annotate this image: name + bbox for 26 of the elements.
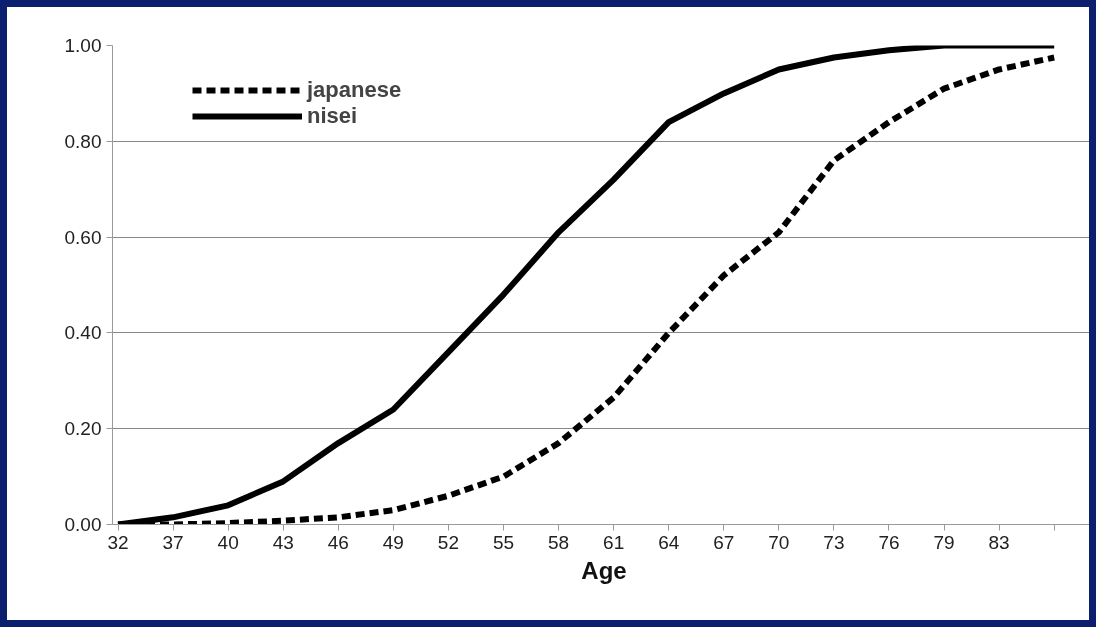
x-tick-label: 37 bbox=[162, 531, 184, 553]
x-tick-label: 32 bbox=[107, 531, 129, 553]
x-tick-label: 55 bbox=[492, 531, 515, 553]
x-tick-label: 40 bbox=[217, 531, 239, 553]
x-tick-label: 76 bbox=[878, 531, 900, 553]
y-tick-label: 0.40 bbox=[64, 322, 102, 344]
x-tick-label: 61 bbox=[603, 531, 625, 553]
y-tick-label: 0.80 bbox=[64, 130, 102, 152]
x-tick-label: 52 bbox=[437, 531, 459, 553]
x-axis-title: Age bbox=[581, 556, 627, 584]
x-tick-label: 73 bbox=[823, 531, 845, 553]
x-tick-label: 46 bbox=[327, 531, 349, 553]
x-tick-label: 49 bbox=[382, 531, 404, 553]
x-tick-label: 58 bbox=[548, 531, 570, 553]
y-tick-label: 0.20 bbox=[64, 418, 102, 440]
y-tick-label: 0.60 bbox=[64, 226, 102, 248]
x-tick-label: 79 bbox=[933, 531, 955, 553]
x-tick-label: 83 bbox=[988, 531, 1010, 553]
x-tick-label: 70 bbox=[768, 531, 790, 553]
x-tick-label: 43 bbox=[272, 531, 294, 553]
legend-label: nisei bbox=[307, 103, 358, 129]
y-tick-label: 1.00 bbox=[64, 35, 102, 56]
legend-label: japanese bbox=[307, 77, 402, 103]
x-tick-label: 67 bbox=[713, 531, 735, 553]
y-tick-label: 0.00 bbox=[64, 514, 102, 535]
x-tick-label: 64 bbox=[658, 531, 680, 553]
